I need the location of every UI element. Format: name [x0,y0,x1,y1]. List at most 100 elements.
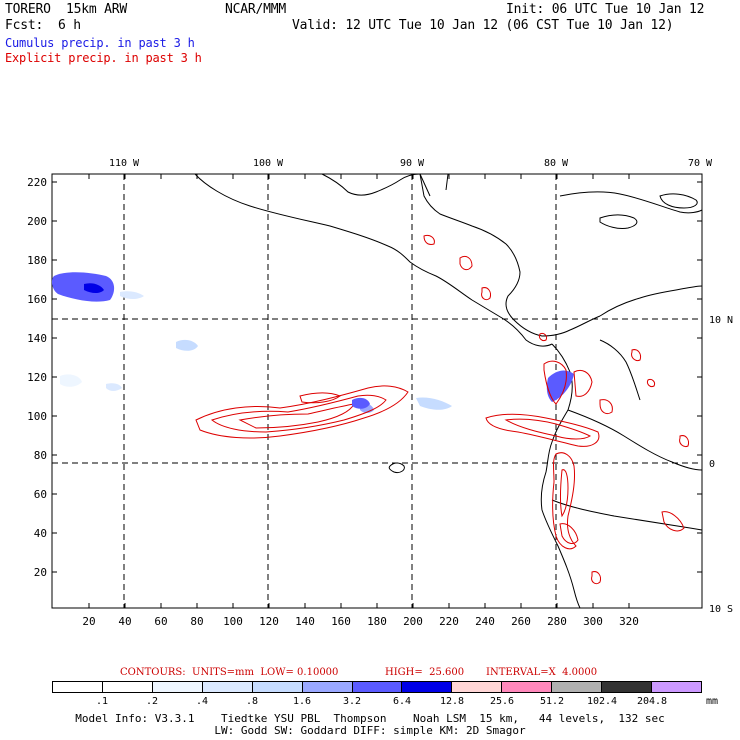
init-time: Init: 06 UTC Tue 10 Jan 12 [506,2,705,17]
colorbar-swatch [452,682,503,692]
cumulus-patch-7 [546,370,574,402]
x-tick-label: 60 [154,615,167,628]
contour-east [485,413,600,447]
x-tick-label: 80 [190,615,203,628]
colorbar-label: .1 [95,696,109,707]
colorbar-label: .4 [195,696,209,707]
contours-interval: INTERVAL=X 4.0000 [486,667,598,678]
x-tick-label: 300 [583,615,603,628]
x-tick-label: 140 [295,615,315,628]
y-tick-label: 220 [27,176,47,189]
colorbar-label: .2 [145,696,159,707]
cumulus-patch-2 [120,291,144,299]
colorbar-label: 102.4 [586,696,618,707]
cuba-coast [559,191,703,214]
x-tick-label: 100 [223,615,243,628]
x-tick-label: 200 [403,615,423,628]
colorbar-label: 1.6 [292,696,312,707]
south-america-west-coast [540,343,581,609]
contour-colombia-2 [573,369,593,397]
longitude-label: 80 W [544,158,569,169]
colorbar-swatch [102,682,153,692]
cumulus-core-1 [84,283,104,293]
explicit-precip [195,235,689,585]
contour-guatemala [423,235,435,245]
forecast-label: Fcst: [5,18,44,33]
colorbar-swatch [502,682,553,692]
contour-venezuela-2 [647,379,655,387]
colorbar-label: 3.2 [342,696,362,707]
colorbar-swatch [602,682,653,692]
x-tick-label: 320 [619,615,639,628]
contour-honduras-1 [459,255,473,271]
contour-andes-1 [552,452,577,550]
contour-south-2 [591,571,601,585]
cumulus-itcz-core [352,397,370,409]
cumulus-patch-4 [60,374,82,387]
colombia-border [567,409,703,471]
cumulus-patch-3 [176,339,198,351]
model-title: TORERO 15km ARW [5,2,128,17]
hispaniola [659,193,698,209]
x-tick-label: 120 [259,615,279,628]
contour-andes-2 [559,523,579,544]
jamaica [599,214,638,229]
colorbar-swatch [652,682,701,692]
contour-andes-inner [560,469,569,518]
contour-colombia-1 [543,360,567,405]
colorbar-unit: mm [706,696,719,707]
contour-itcz-cell [299,392,342,404]
longitude-label: 110 W [109,158,140,169]
colorbar-swatch [552,682,603,692]
y-tick-label: 120 [27,371,47,384]
x-tick-label: 280 [547,615,567,628]
venezuela-border [599,339,641,401]
cumulus-patch-5 [106,383,122,391]
contour-colombia-3 [599,399,613,415]
contour-brazil-1 [679,435,689,447]
colorbar-swatch [402,682,453,692]
explicit-precip-label: Explicit precip. in past 3 h [5,51,202,65]
longitude-label: 90 W [400,158,425,169]
contour-itcz-outer [195,385,409,439]
pacific-coast [194,173,553,347]
model-info-line2: LW: Godd SW: Goddard DIFF: simple KM: 2D… [214,724,526,737]
y-tick-label: 80 [34,449,47,462]
longitude-label: 70 W [688,158,713,169]
colorbar-swatch [202,682,253,692]
x-tick-label: 220 [439,615,459,628]
contour-panama [539,333,547,341]
latitude-label: 10 S [709,604,733,615]
y-tick-label: 200 [27,215,47,228]
peru-border [551,499,703,531]
cumulus-patch-6 [416,397,452,410]
valid-time: Valid: 12 UTC Tue 10 Jan 12 (06 CST Tue … [292,18,674,33]
y-tick-label: 160 [27,293,47,306]
yucatan-borders [419,173,449,197]
x-tick-label: 240 [475,615,495,628]
contour-nicaragua [481,287,491,301]
contours-high: HIGH= 25.600 [385,667,465,678]
latitude-label: 0 [709,459,715,470]
y-tick-label: 140 [27,332,47,345]
colorbar-label: 12.8 [439,696,465,707]
model-info-line1: Model Info: V3.3.1 Tiedtke YSU PBL Thomp… [75,712,665,725]
cumulus-precip-label: Cumulus precip. in past 3 h [5,36,195,50]
venezuela-coast [599,285,703,317]
colorbar-label: 204.8 [636,696,668,707]
contour-south-1 [661,511,685,532]
y-tick-label: 20 [34,566,47,579]
colorbar-swatch [252,682,303,692]
y-tick-label: 100 [27,410,47,423]
graticule [52,174,702,608]
y-tick-label: 60 [34,488,47,501]
axis-ticks: 20 40 60 80 100 120 140 160 180 200 220 240 260 280 30… [27,158,733,628]
x-tick-label: 40 [118,615,131,628]
cumulus-patch-1 [51,272,115,302]
gulf-coast [321,173,421,196]
map-frame [51,173,703,609]
colorbar-label: 51.2 [539,696,565,707]
contour-itcz-mid [210,394,387,433]
contours-title: CONTOURS: UNITS=mm LOW= 0.10000 [120,667,339,678]
